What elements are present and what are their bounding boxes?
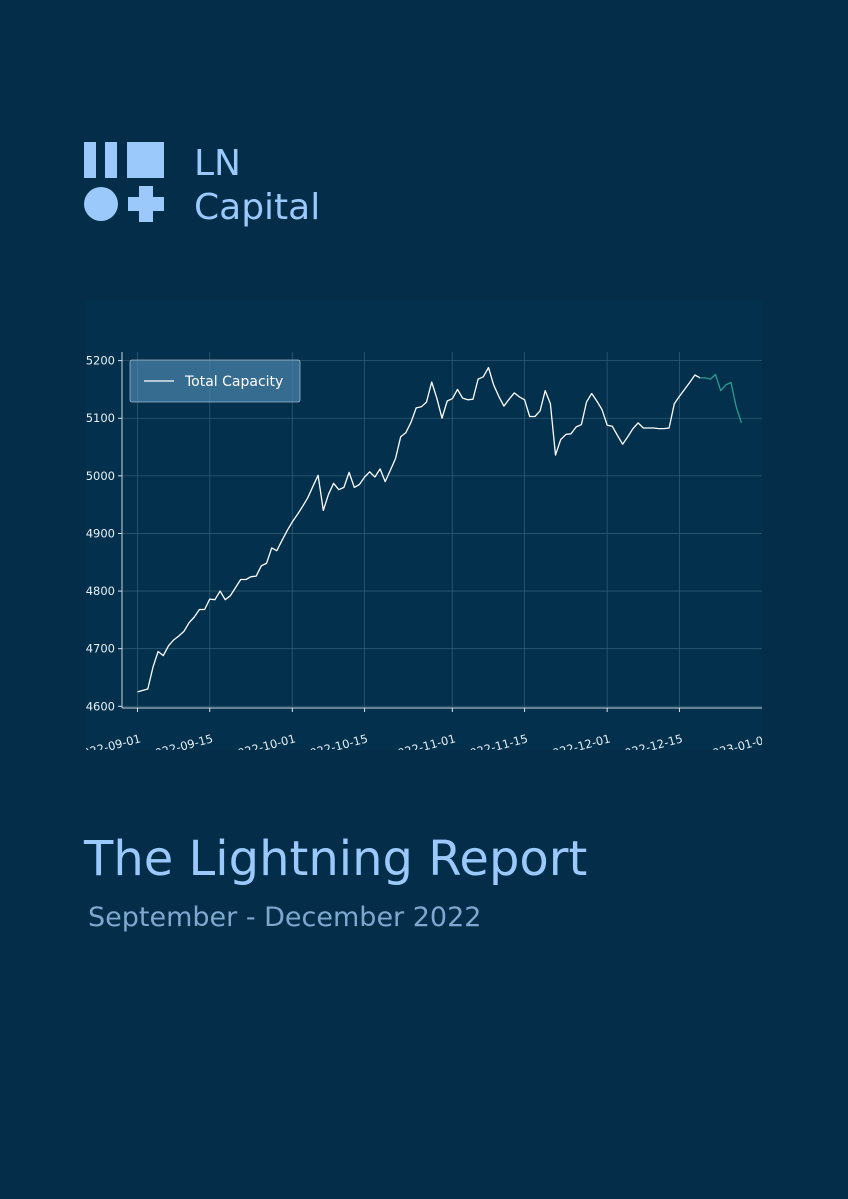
y-tick-label: 4900 [86, 526, 115, 540]
logo-name-line2: Capital [194, 187, 321, 228]
capacity-chart: 4600 4700 4800 4900 5000 5100 5200 2022-09-01 20… [74, 300, 772, 762]
y-tick-label: 5200 [86, 354, 115, 368]
legend-label: Total Capacity [184, 374, 283, 390]
y-tick-label: 5100 [86, 411, 115, 425]
logo-mark-icon [84, 142, 164, 222]
logo-plus-horizontal [128, 197, 164, 211]
logo-bar-right [105, 142, 117, 178]
y-tick-label: 5000 [86, 469, 115, 483]
logo-circle [84, 187, 118, 221]
ln-capital-logo: LN Capital [84, 142, 334, 228]
logo-bar-left [84, 142, 96, 178]
series-line-1 [137, 366, 701, 693]
logo-square [127, 142, 164, 178]
logo-wordmark: LN Capital [194, 142, 320, 230]
legend-box [129, 359, 301, 403]
report-title: The Lightning Report [84, 831, 588, 887]
series-line-2 [700, 373, 743, 424]
y-tick-label: 4600 [86, 699, 115, 713]
y-tick-label: 4700 [86, 642, 115, 656]
report-subtitle: September - December 2022 [88, 902, 482, 933]
logo-name-line1: LN [194, 143, 241, 184]
y-tick-label: 4800 [86, 584, 115, 598]
